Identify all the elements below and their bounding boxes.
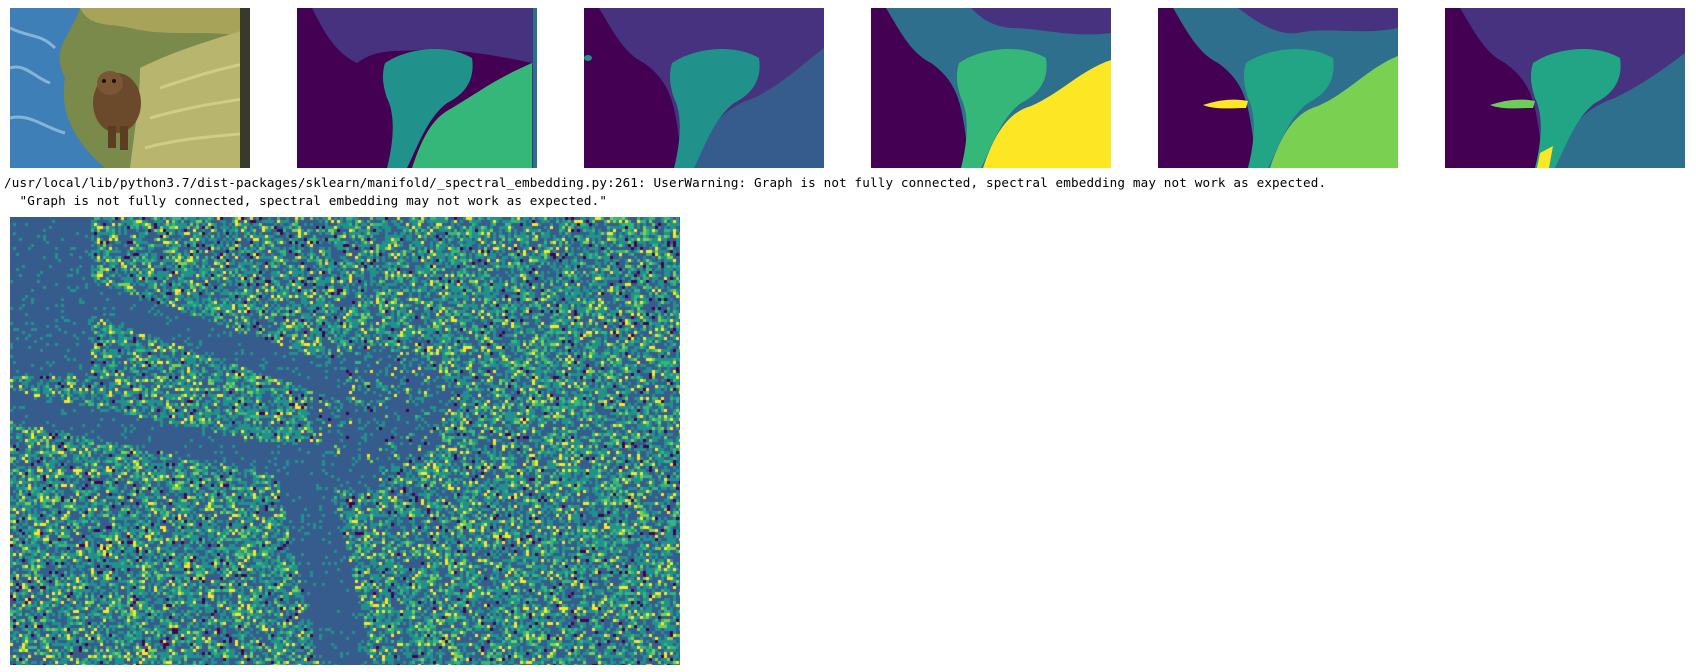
segmentation-k6: [871, 8, 1111, 168]
segmentation-k4-image: [297, 8, 537, 168]
segmentation-k5: [584, 8, 824, 168]
segmentation-k4: [297, 8, 537, 168]
segmentation-k5-image: [584, 8, 824, 168]
original-bear-photo: [10, 8, 250, 168]
spectral-embedding-noise-map: [10, 217, 680, 665]
segmentation-k8-image: [1445, 8, 1685, 168]
segmentation-k6-image: [871, 8, 1111, 168]
segmentation-k7-image: [1158, 8, 1398, 168]
segmentation-k8: [1445, 8, 1685, 168]
warning-code-line: "Graph is not fully connected, spectral …: [4, 193, 608, 208]
warning-message: /usr/local/lib/python3.7/dist-packages/s…: [4, 175, 1327, 190]
segmentation-k7: [1158, 8, 1398, 168]
bear-photo-image: [10, 8, 250, 168]
